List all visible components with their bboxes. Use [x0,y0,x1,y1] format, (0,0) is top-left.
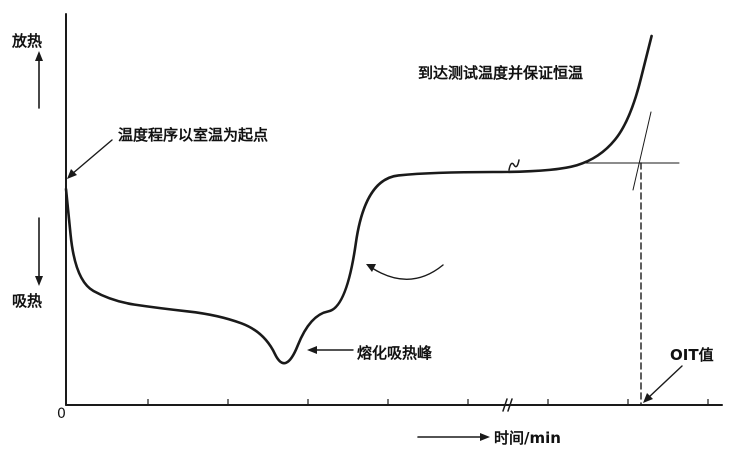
x-axis-break [502,398,513,412]
annotation-melting-arrow [307,346,354,354]
annotation-start-arrow [67,139,113,179]
dsc-curve [64,34,653,365]
endo-arrow [35,217,43,286]
annotation-melting-peak: 熔化吸热峰 [357,344,433,362]
annotation-start: 温度程序以室温为起点 [118,126,268,144]
annotation-step-arrow [366,264,444,280]
y-label-endo: 吸热 [12,292,42,310]
tangent-line [632,111,652,191]
annotation-isothermal: 到达测试温度并保证恒温 [418,64,583,82]
x-axis-ticks [147,399,709,405]
x-origin-label: 0 [57,406,66,422]
annotation-oit: OIT值 [670,346,714,364]
exo-arrow [35,51,43,109]
curve-break [508,159,520,171]
annotation-oit-arrow [643,365,683,403]
x-axis-label: 时间/min [494,429,561,447]
y-label-exo: 放热 [11,32,42,50]
x-label-arrow [417,433,490,441]
